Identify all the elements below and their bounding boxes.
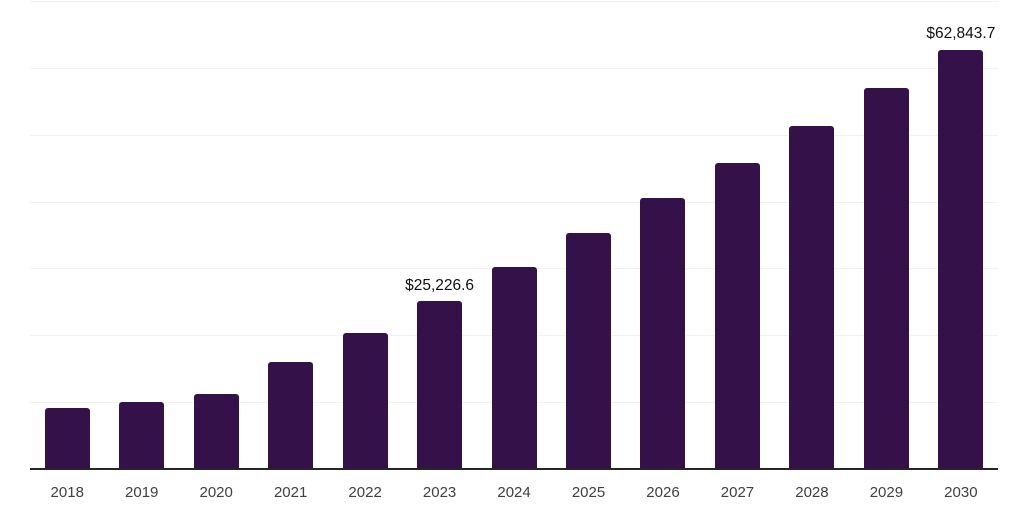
bar-column bbox=[30, 0, 104, 470]
bar-value-label: $25,226.6 bbox=[405, 276, 475, 294]
bar-2027 bbox=[714, 163, 760, 470]
x-axis-label: 2022 bbox=[348, 484, 382, 501]
bar-2021 bbox=[268, 362, 314, 470]
bar-column bbox=[626, 0, 700, 470]
bars-container: $25,226.6 $62,843.7 bbox=[30, 0, 998, 470]
bar-2025 bbox=[566, 233, 612, 470]
bar-column bbox=[775, 0, 849, 470]
x-axis-label: 2020 bbox=[199, 484, 233, 501]
bar-column: $62,843.7 bbox=[924, 0, 998, 470]
bar-2024 bbox=[491, 266, 537, 470]
x-axis-line bbox=[30, 468, 998, 470]
x-axis-label: 2023 bbox=[422, 484, 457, 501]
x-axis-label: 2025 bbox=[571, 484, 606, 501]
x-axis-label: 2018 bbox=[50, 484, 84, 501]
bar-2028 bbox=[789, 125, 835, 470]
plot-area: $25,226.6 $62,843.7 bbox=[30, 0, 998, 470]
x-axis-label: 2024 bbox=[497, 484, 531, 501]
gridline bbox=[30, 67, 998, 69]
gridline bbox=[30, 201, 998, 203]
bar-column bbox=[700, 0, 774, 470]
bar-2019 bbox=[119, 401, 165, 470]
bar-value-label: $62,843.7 bbox=[926, 25, 996, 43]
bar-column bbox=[179, 0, 253, 470]
bar-2020 bbox=[193, 394, 239, 470]
bar-column bbox=[328, 0, 402, 470]
bar-2029 bbox=[863, 88, 909, 470]
x-axis-label: 2019 bbox=[125, 484, 159, 501]
gridline bbox=[30, 1, 998, 2]
x-axis-label: 2021 bbox=[273, 484, 308, 501]
bar-column bbox=[253, 0, 327, 470]
x-axis-label: 2029 bbox=[869, 484, 904, 501]
bar-column: $25,226.6 bbox=[402, 0, 476, 470]
bar-2026 bbox=[640, 197, 686, 470]
bar-2023 bbox=[417, 301, 463, 470]
bar-2018 bbox=[44, 407, 90, 470]
bar-2030 bbox=[938, 49, 984, 470]
gridline bbox=[30, 134, 998, 136]
bar-column bbox=[104, 0, 178, 470]
x-axis-label: 2027 bbox=[720, 484, 755, 501]
x-axis: 2018 2019 2020 2021 2022 2023 2024 2025 2026 2027… bbox=[30, 472, 998, 512]
bar-column bbox=[849, 0, 923, 470]
bar-column bbox=[477, 0, 551, 470]
x-axis-label: 2030 bbox=[944, 484, 978, 501]
bar-2022 bbox=[342, 332, 388, 470]
bar-column bbox=[551, 0, 625, 470]
x-axis-label: 2028 bbox=[795, 484, 829, 501]
x-axis-label: 2026 bbox=[646, 484, 680, 501]
